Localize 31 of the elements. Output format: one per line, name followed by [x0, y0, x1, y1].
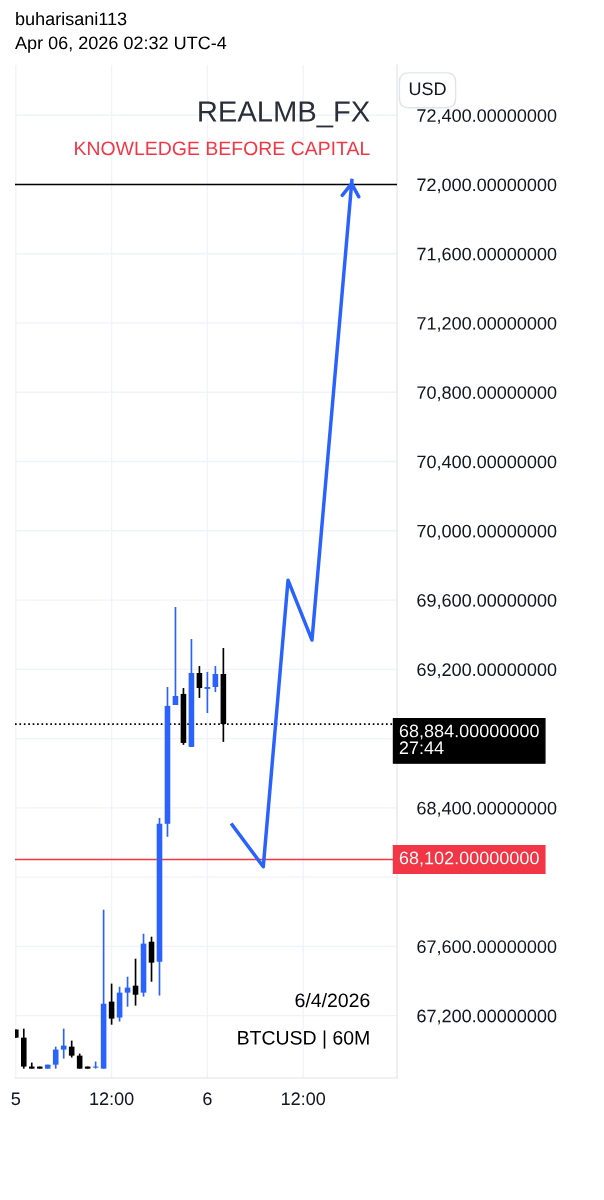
- x-tick-label: 12:00: [281, 1092, 326, 1106]
- text: Apr 06, 2026 02:32 UTC-4: [15, 36, 227, 53]
- ref-line-label: 68,884.00000000 27:44: [399, 724, 539, 754]
- y-tick-label: 72,000.00000000: [417, 178, 557, 194]
- candlestick: [132, 957, 139, 1007]
- candlestick: [204, 671, 211, 714]
- y-tick-label: 70,800.00000000: [417, 386, 557, 402]
- x-tick-label: 5: [11, 1092, 21, 1106]
- y-tick-label: 67,600.00000000: [417, 940, 557, 956]
- y-tick-label: 71,600.00000000: [417, 247, 557, 263]
- y-axis-title: USD: [409, 82, 446, 96]
- y-tick-label: 67,200.00000000: [417, 1009, 557, 1025]
- x-tick-label: 12:00: [90, 1092, 134, 1106]
- candlestick: [148, 935, 155, 983]
- y-tick-label: 70,400.00000000: [417, 455, 557, 471]
- y-tick-label: 69,200.00000000: [417, 663, 557, 679]
- candlestick: [60, 1027, 67, 1060]
- text: buharisani113: [16, 12, 127, 26]
- y-tick-label: 71,200.00000000: [417, 316, 557, 332]
- x-tick-label: 6: [203, 1092, 212, 1106]
- candlestick: [172, 606, 179, 706]
- y-tick-label: 69,600.00000000: [417, 594, 557, 609]
- y-tick-label: 72,400.00000000: [417, 109, 557, 125]
- y-tick-label: 70,000.00000000: [417, 524, 557, 540]
- y-tick-label: 68,400.00000000: [417, 801, 557, 817]
- text: KNOWLEDGE BEFORE CAPITAL: [75, 141, 370, 156]
- ref-line-label: 68,102.00000000: [399, 851, 539, 867]
- annotation: BTCUSD | 60M: [238, 1030, 369, 1049]
- candlestick: [52, 1045, 59, 1070]
- annotation: 6/4/2026: [295, 992, 370, 1008]
- text: REALMB_FX: [199, 101, 370, 128]
